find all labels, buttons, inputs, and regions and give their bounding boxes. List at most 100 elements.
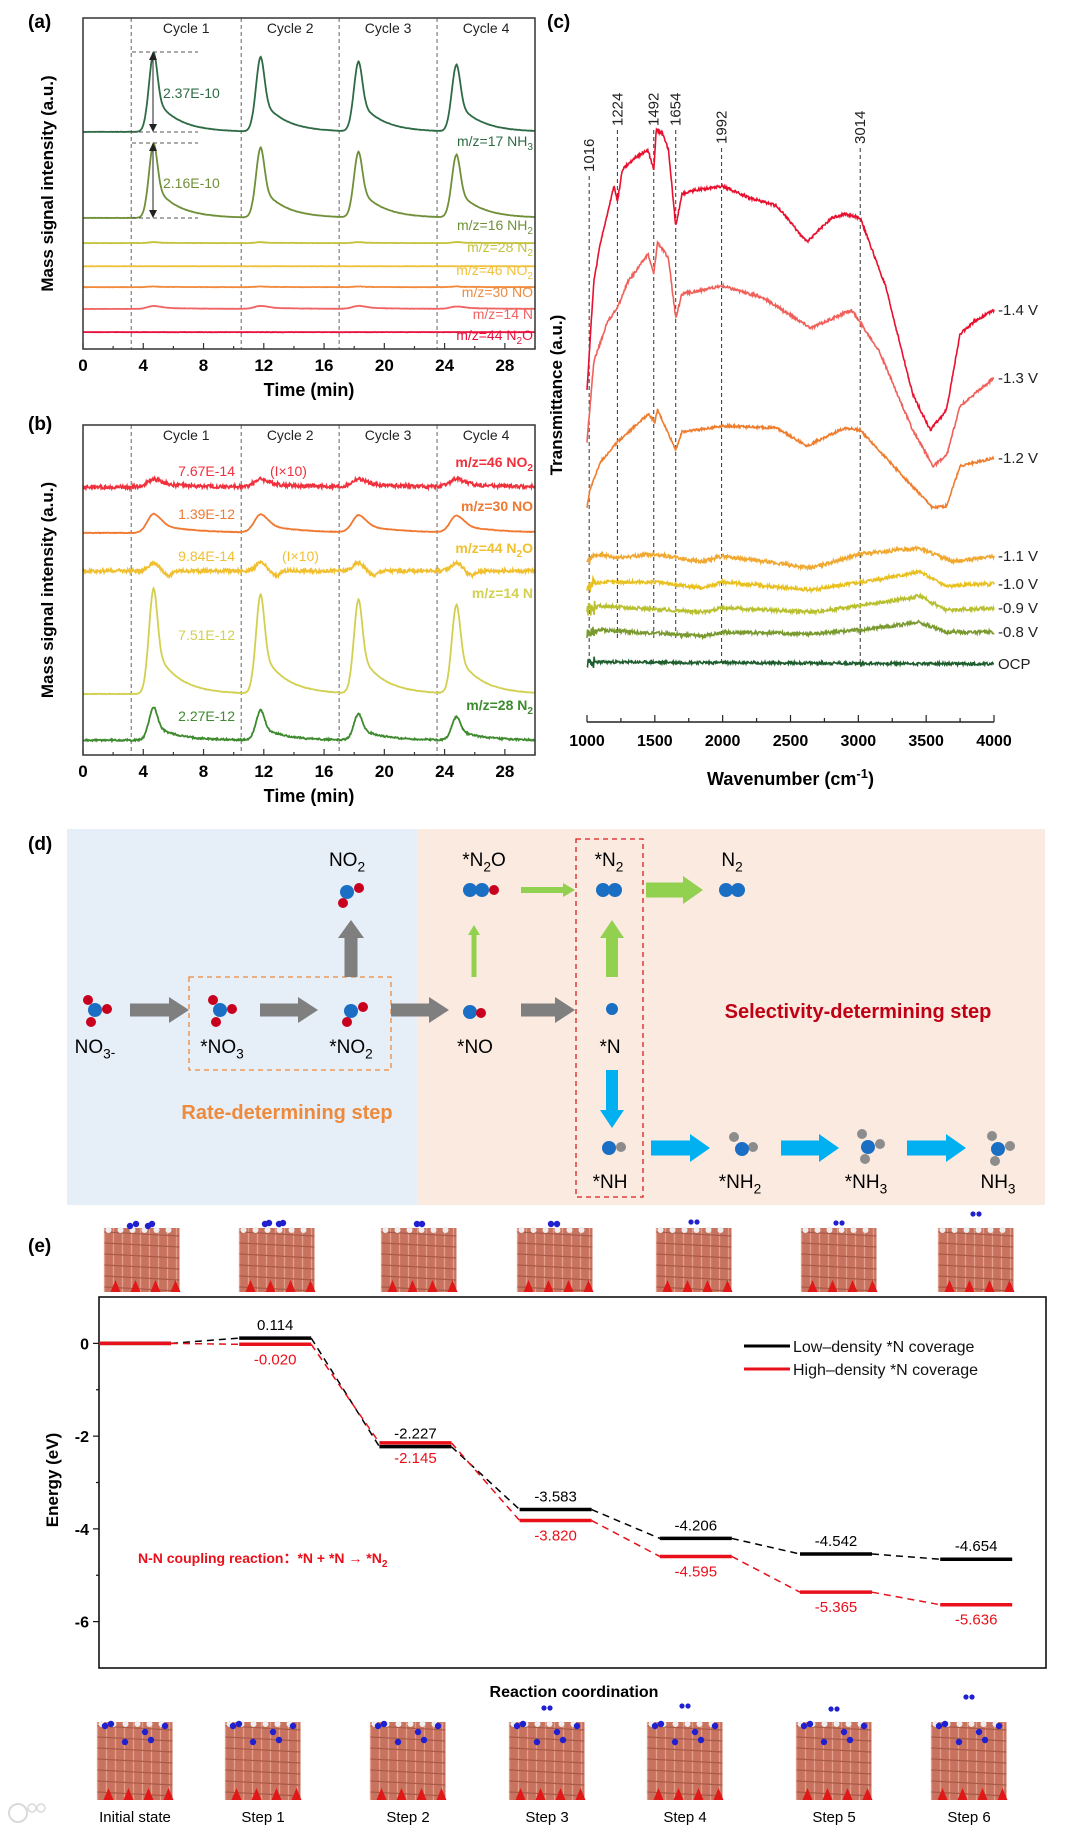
nitrogen-atom (547, 1705, 553, 1711)
lattice-bond (801, 1253, 877, 1259)
hydrogen-atom (122, 1721, 129, 1727)
category-label: Initial state (99, 1809, 171, 1826)
oxygen-atom (271, 1788, 282, 1800)
oxygen-atom (407, 1280, 418, 1292)
lattice-bond (656, 1275, 732, 1281)
lattice-bond (938, 1253, 1014, 1259)
oxygen-atom (1004, 1280, 1015, 1292)
oxygen-atom (535, 1788, 546, 1800)
nitrogen-atom (976, 1211, 982, 1217)
lattice-bond (370, 1736, 446, 1742)
series-label: m/z=14 N (472, 585, 533, 601)
nitrogen-atom (413, 1220, 421, 1228)
lattice-bond (647, 1747, 723, 1753)
series-label: m/z=46 NO2 (456, 262, 533, 282)
oxygen-atom (583, 1280, 594, 1292)
plot-frame (82, 17, 536, 350)
adsorbed-nitrate-molecule-icon (208, 995, 237, 1027)
hydrogen-atom (657, 1227, 664, 1233)
lattice-bond (517, 1231, 593, 1237)
oxygen-atom (427, 1280, 438, 1292)
energy-connector (591, 1508, 661, 1540)
gray-arrow-up-icon (338, 920, 364, 977)
nitrogen-atom (800, 1722, 808, 1730)
text-part: *NO (329, 1037, 365, 1058)
nitrogen-atom (573, 1722, 581, 1730)
nitrogen-atom (394, 1738, 402, 1746)
subscript: 2 (382, 1559, 388, 1570)
x-tick-label: 16 (315, 762, 334, 781)
lattice-bond (938, 1275, 1014, 1281)
hydrogen-atom (681, 1227, 688, 1233)
subscript: 3 (103, 1047, 111, 1062)
x-tick-label: 0 (78, 356, 87, 375)
nitrogen-atom (559, 1736, 567, 1744)
atom (83, 995, 93, 1005)
oxygen-atom (693, 1788, 704, 1800)
oxygen-atom (231, 1788, 242, 1800)
nitrogen-atom (694, 1219, 700, 1225)
nitrogen-atom (806, 1720, 814, 1728)
oxygen-atom (997, 1788, 1008, 1800)
subscript: 2 (616, 860, 624, 875)
oxygen-atom (977, 1788, 988, 1800)
x-axis-title: Time (min) (264, 380, 355, 400)
lattice-bond (517, 1242, 593, 1248)
cycle-label: Cycle 2 (267, 427, 314, 443)
nitrogen-atom (161, 1722, 169, 1730)
oxygen-atom (807, 1280, 818, 1292)
nitrogen-atom (374, 1722, 382, 1730)
low-density-structure-image (238, 1219, 316, 1292)
series-label: m/z=14 N (473, 306, 533, 322)
nitrogen-atom (513, 1722, 521, 1730)
series-line (83, 241, 536, 245)
category-label: Step 6 (947, 1809, 990, 1826)
x-axis-title: Reaction coordination (490, 1684, 659, 1701)
oxygen-atom (575, 1788, 586, 1800)
subscript: 3 (236, 1047, 244, 1062)
blue-arrow-down-icon (600, 1070, 624, 1128)
panel-e: 0 -2 -4 -6 Energy (eV) Reaction coordination I… (43, 1211, 1047, 1826)
lattice-bond (931, 1747, 1007, 1753)
lattice-bond (796, 1780, 872, 1786)
atom (489, 885, 499, 895)
subscript: 2 (527, 248, 533, 259)
text-part: Wavenumber (cm (707, 769, 856, 789)
x-tick-label: 3000 (841, 733, 877, 750)
n2-gas-molecule-icon (719, 883, 745, 897)
oxygen-atom (416, 1788, 427, 1800)
cycle-label: Cycle 3 (365, 20, 412, 36)
nitrogen-atom (533, 1738, 541, 1746)
blue-arrow-icon (651, 1134, 710, 1162)
superscript: -1 (856, 766, 868, 781)
atom (606, 1003, 618, 1015)
lattice-bond (370, 1747, 446, 1753)
watermark-icon (36, 1803, 46, 1813)
atom (608, 883, 622, 897)
hydrogen-atom (418, 1227, 425, 1233)
species-label: *N2O (462, 850, 506, 875)
peak-marker-label: 1016 (581, 139, 598, 172)
energy-value-label: -5.365 (815, 1599, 858, 1616)
annotation: 2.27E-12 (178, 708, 235, 724)
text-part: ) (868, 769, 874, 789)
lattice-bond (104, 1242, 180, 1248)
nitrate-molecule-icon (83, 995, 112, 1027)
species-label: N2 (721, 850, 742, 875)
lattice-bond (931, 1736, 1007, 1742)
subscript: 2 (365, 1047, 373, 1062)
oxygen-atom (702, 1280, 713, 1292)
text-part: O (522, 327, 533, 343)
lattice-bond (509, 1780, 585, 1786)
spectrum-label: -1.0 V (998, 576, 1038, 593)
category-label: Step 2 (386, 1809, 429, 1826)
plot-frame (82, 424, 536, 756)
hydrogen-atom (141, 1227, 148, 1233)
subscript: 3 (527, 142, 533, 153)
nitrogen-atom (249, 1738, 257, 1746)
x-tick-label: 20 (375, 356, 394, 375)
hydrogen-atom (845, 1721, 852, 1727)
subscript: 2 (527, 271, 533, 282)
nitrogen-atom (688, 1219, 694, 1225)
oxygen-atom (713, 1788, 724, 1800)
